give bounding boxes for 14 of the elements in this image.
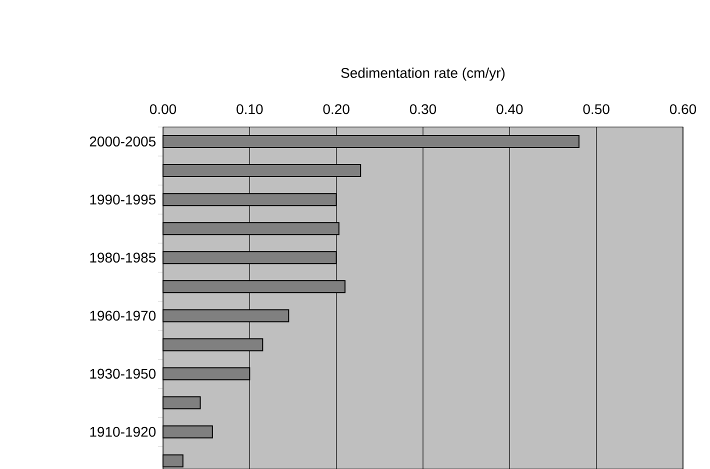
x-tick-label: 0.40: [496, 104, 523, 114]
y-tick-label: 1990-1995: [90, 194, 156, 204]
x-tick-label: 0.20: [323, 104, 350, 114]
y-tick-label: 1910-1920: [90, 426, 156, 437]
y-tick-label: 1930-1950: [90, 368, 156, 379]
x-axis-title: Sedimentation rate (cm/yr): [341, 67, 505, 81]
y-tick-label: 1960-1970: [90, 310, 156, 321]
y-tick-label: 1980-1985: [90, 252, 156, 262]
y-tick-label: 2000-2005: [90, 136, 156, 146]
x-tick-label: 0.00: [150, 104, 176, 114]
x-tick-label: 0.50: [583, 104, 610, 114]
x-tick-label: 0.60: [670, 104, 696, 114]
x-tick-label: 0.30: [410, 104, 436, 114]
x-tick-label: 0.10: [236, 104, 263, 114]
